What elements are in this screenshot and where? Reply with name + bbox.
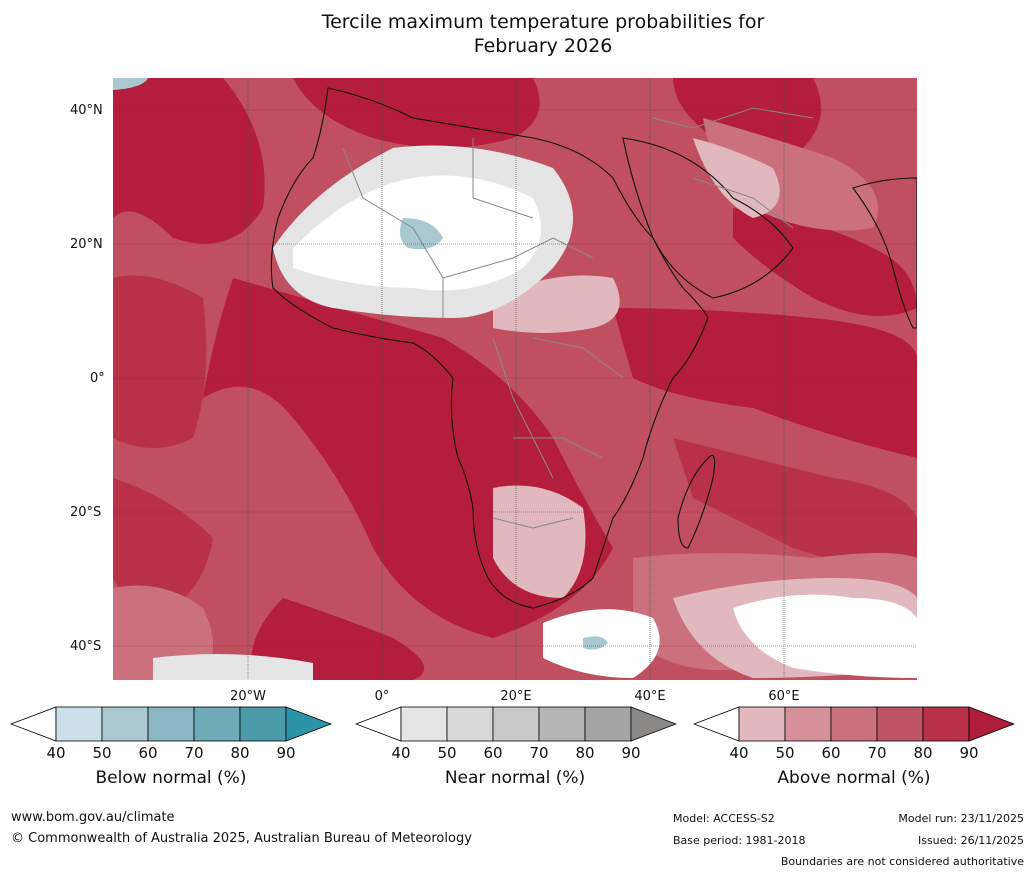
base-period-text: Base period: 1981-2018 xyxy=(673,834,806,847)
colorbar-tick-label: 40 xyxy=(46,744,66,762)
colorbar-tick-label: 80 xyxy=(575,744,595,762)
above-80-regions xyxy=(113,275,917,618)
lat-label-20s: 20°S xyxy=(70,505,102,520)
model-text: Model: ACCESS-S2 xyxy=(673,812,775,825)
colorbar-segment xyxy=(922,706,970,742)
colorbar-high-extension xyxy=(968,706,1015,742)
above-normal-colorbar xyxy=(693,706,1015,742)
colorbar-low-extension xyxy=(10,706,57,742)
above-80-region xyxy=(113,478,213,618)
colorbar-segment xyxy=(492,706,540,742)
colorbar-high-extension xyxy=(630,706,677,742)
below-normal-region xyxy=(583,636,608,650)
near-normal-colorbar xyxy=(355,706,677,742)
above-90-region xyxy=(733,208,917,316)
model-run-text: Model run: 23/11/2025 xyxy=(898,812,1024,825)
colorbar-tick-label: 50 xyxy=(92,744,112,762)
below-normal-colorbar xyxy=(10,706,332,742)
colorbar-tick-label: 90 xyxy=(276,744,296,762)
above-80-region xyxy=(113,275,207,448)
colorbar-tick-label: 60 xyxy=(821,744,841,762)
colorbar-tick-label: 70 xyxy=(867,744,887,762)
above-90-region xyxy=(113,78,265,244)
map-canvas xyxy=(113,78,917,680)
colorbar-tick-label: 90 xyxy=(959,744,979,762)
country-border xyxy=(652,107,814,129)
colorbar-segment xyxy=(193,706,241,742)
colorbar-tick-label: 60 xyxy=(483,744,503,762)
near-normal-label: Near normal (%) xyxy=(444,768,586,788)
chart-title: Tercile maximum temperature probabilitie… xyxy=(0,10,1035,58)
country-borders xyxy=(342,107,814,529)
colorbar-tick-label: 70 xyxy=(184,744,204,762)
lon-label-0: 0° xyxy=(374,689,390,704)
above-40-region xyxy=(693,138,780,218)
probability-map xyxy=(113,78,917,680)
white-region xyxy=(733,594,917,678)
below-normal-regions xyxy=(113,78,608,650)
boundaries-note: Boundaries are not considered authoritat… xyxy=(780,855,1024,868)
lon-label-20e: 20°E xyxy=(500,689,532,704)
colorbar-segment xyxy=(446,706,494,742)
colorbar-low-extension xyxy=(355,706,402,742)
colorbar-tick-label: 80 xyxy=(230,744,250,762)
colorbar-segment xyxy=(584,706,632,742)
country-border xyxy=(442,237,594,279)
arabia-coastline xyxy=(622,137,794,299)
below-normal-region xyxy=(399,218,443,250)
colorbar-segment xyxy=(784,706,832,742)
colorbar-low-extension xyxy=(693,706,740,742)
colorbar-segment xyxy=(239,706,287,742)
country-border xyxy=(472,138,534,219)
above-normal-label: Above normal (%) xyxy=(777,768,931,788)
below-normal-region xyxy=(113,78,148,90)
colorbar-segment xyxy=(101,706,149,742)
above-90-region xyxy=(613,308,917,458)
above-90-region xyxy=(251,598,425,680)
country-border xyxy=(692,177,794,229)
colorbar-segment xyxy=(738,706,786,742)
chart-title-line1: Tercile maximum temperature probabilitie… xyxy=(321,11,765,33)
coastlines xyxy=(270,87,917,609)
colorbar-tick-label: 80 xyxy=(913,744,933,762)
colorbar-segment xyxy=(55,706,103,742)
chart-title-line2: February 2026 xyxy=(473,35,613,57)
madagascar-coastline xyxy=(677,454,716,549)
africa-coastline xyxy=(270,87,709,609)
lon-label-40e: 40°E xyxy=(634,689,666,704)
copyright-text: © Commonwealth of Australia 2025, Austra… xyxy=(11,831,472,846)
colorbar-tick-label: 50 xyxy=(437,744,457,762)
colorbar-tick-label: 40 xyxy=(391,744,411,762)
country-border xyxy=(513,437,604,459)
lat-label-0: 0° xyxy=(90,371,105,386)
country-border xyxy=(492,337,554,479)
country-border xyxy=(342,147,444,318)
colorbar-tick-label: 90 xyxy=(621,744,641,762)
country-border xyxy=(532,337,624,379)
colorbar-tick-label: 40 xyxy=(729,744,749,762)
near-normal-region xyxy=(153,654,313,680)
colorbar-segment xyxy=(400,706,448,742)
colorbar-tick-label: 60 xyxy=(138,744,158,762)
lat-label-20n: 20°N xyxy=(70,237,103,252)
colorbar-tick-label: 70 xyxy=(529,744,549,762)
lon-label-20w: 20°W xyxy=(230,689,266,704)
map-graticule xyxy=(113,78,917,680)
india-coastline xyxy=(852,177,917,329)
issued-text: Issued: 26/11/2025 xyxy=(917,834,1024,847)
lon-label-60e: 60°E xyxy=(768,689,800,704)
lat-label-40n: 40°N xyxy=(70,103,103,118)
website-link[interactable]: www.bom.gov.au/climate xyxy=(11,810,175,825)
above-40-region xyxy=(493,485,586,598)
above-80-region xyxy=(673,438,917,578)
country-border xyxy=(492,517,574,529)
colorbar-segment xyxy=(538,706,586,742)
colorbar-high-extension xyxy=(285,706,332,742)
lat-label-40s: 40°S xyxy=(70,639,102,654)
colorbar-segment xyxy=(830,706,878,742)
colorbar-tick-label: 50 xyxy=(775,744,795,762)
colorbar-segment xyxy=(147,706,195,742)
colorbar-segment xyxy=(876,706,924,742)
below-normal-label: Below normal (%) xyxy=(95,768,247,788)
